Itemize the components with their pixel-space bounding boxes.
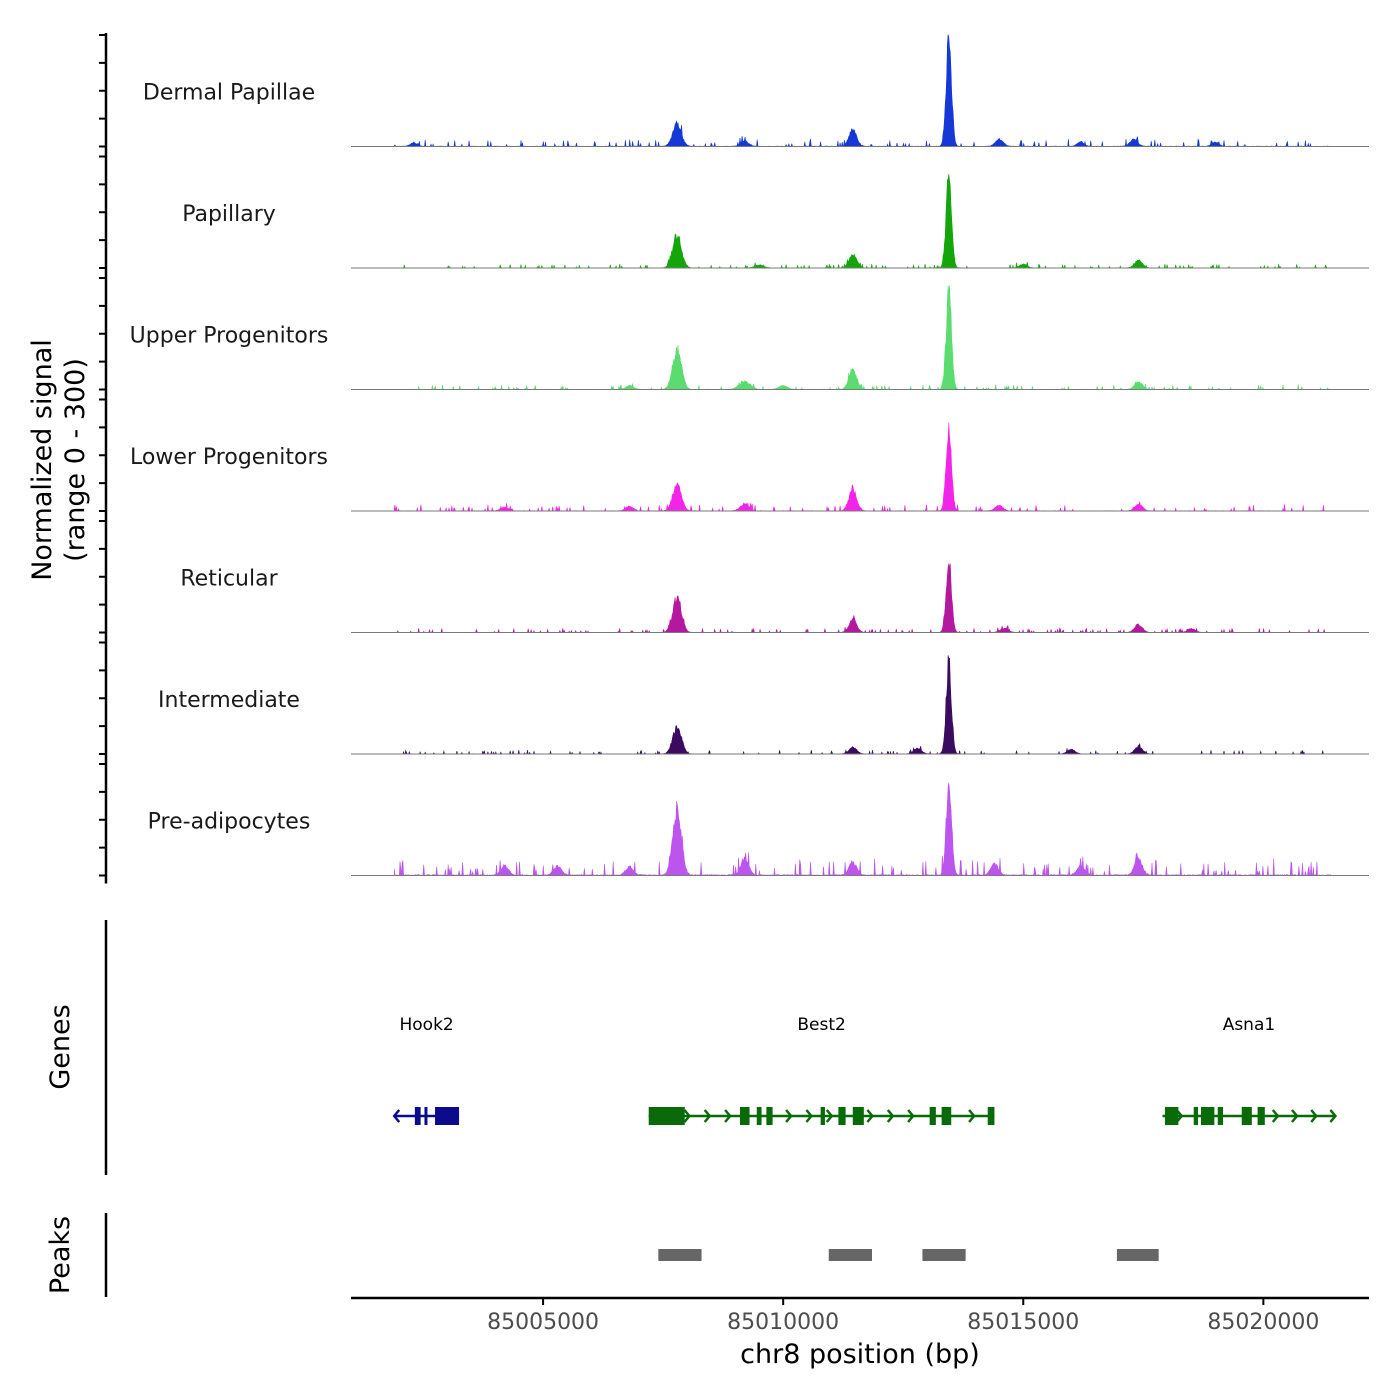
coverage-area: [393, 782, 1331, 877]
gene-exon: [1257, 1107, 1265, 1125]
gene-exon: [435, 1107, 460, 1125]
gene-exon: [1241, 1107, 1252, 1125]
track-upper-progenitors: Upper Progenitors: [130, 285, 1369, 391]
gene-exon: [852, 1107, 864, 1125]
peak-region: [922, 1249, 966, 1261]
x-axis-title: chr8 position (bp): [740, 1339, 980, 1370]
track-label: Lower Progenitors: [130, 445, 328, 470]
gene-exon: [1193, 1107, 1199, 1125]
signal-axis: [99, 33, 108, 884]
peaks-panel-title: Peaks: [45, 1216, 76, 1294]
gene-strand-arrow: [724, 1109, 732, 1123]
gene-strand-arrow: [805, 1109, 814, 1123]
track-lower-progenitors: Lower Progenitors: [130, 422, 1369, 512]
track-label: Intermediate: [158, 688, 300, 713]
gene-exon: [756, 1107, 762, 1125]
y-axis-title-line2: (range 0 - 300): [60, 358, 91, 562]
gene-best2: Best2: [648, 1015, 995, 1125]
y-axis-title-line1: Normalized signal: [27, 339, 58, 581]
gene-strand-arrow: [1175, 1109, 1184, 1123]
gene-strand-arrow: [825, 1109, 834, 1123]
gene-strand-arrow: [785, 1109, 793, 1123]
track-papillary: Papillary: [182, 174, 1369, 269]
gene-exon: [941, 1107, 952, 1125]
gene-strand-arrow: [968, 1109, 976, 1123]
gene-exon: [929, 1107, 936, 1125]
track-label: Pre-adipocytes: [148, 810, 311, 835]
track-label: Dermal Papillae: [143, 81, 315, 106]
x-tick-label: 85015000: [967, 1310, 1079, 1335]
gene-strand-arrow: [1271, 1109, 1280, 1123]
gene-hook2: Hook2: [392, 1015, 460, 1125]
peak-region: [1116, 1249, 1159, 1261]
gene-exon: [820, 1107, 825, 1125]
gene-label: Best2: [797, 1015, 845, 1035]
coverage-area: [393, 285, 1331, 391]
gene-strand-arrow: [866, 1109, 875, 1123]
gene-strand-arrow: [703, 1109, 712, 1123]
gene-asna1: Asna1: [1162, 1015, 1338, 1125]
peak-region: [828, 1249, 873, 1261]
gene-strand-arrow: [392, 1109, 401, 1123]
x-axis-ticks: 85005000 85010000 85015000 85020000: [487, 1298, 1319, 1335]
track-label: Papillary: [182, 202, 276, 227]
gene-strand-arrow: [683, 1109, 692, 1123]
x-tick-label: 85020000: [1207, 1310, 1319, 1335]
track-label: Reticular: [180, 567, 278, 592]
gene-exon: [739, 1107, 750, 1125]
gene-exon: [648, 1107, 685, 1125]
gene-exon: [424, 1107, 428, 1125]
coverage-area: [393, 34, 1331, 147]
track-label: Upper Progenitors: [130, 324, 329, 349]
gene-annotations: Hook2 Best2 Asna1: [392, 1015, 1338, 1125]
gene-strand-arrow: [1310, 1109, 1318, 1123]
peak-region: [658, 1249, 702, 1261]
coverage-area: [393, 655, 1331, 755]
peak-regions: [658, 1249, 1159, 1261]
gene-label: Hook2: [400, 1015, 454, 1035]
gene-strand-arrow: [907, 1109, 915, 1123]
coverage-area: [393, 422, 1331, 512]
gene-exon: [1200, 1107, 1215, 1125]
coverage-tracks: Dermal Papillae Papillary Upper Progenitor…: [130, 34, 1369, 877]
gene-exon: [987, 1107, 995, 1125]
genes-panel-title: Genes: [45, 1004, 76, 1089]
x-tick-label: 85005000: [487, 1310, 599, 1335]
y-axis-title: Normalized signal (range 0 - 300): [27, 339, 91, 581]
gene-exon: [1217, 1107, 1224, 1125]
track-reticular: Reticular: [180, 563, 1369, 634]
coverage-area: [393, 563, 1331, 634]
gene-exon: [766, 1107, 773, 1125]
gene-exon: [1164, 1107, 1179, 1125]
x-tick-label: 85010000: [727, 1310, 839, 1335]
track-pre-adipocytes: Pre-adipocytes: [148, 782, 1369, 877]
track-dermal-papillae: Dermal Papillae: [143, 34, 1369, 147]
coverage-area: [393, 174, 1331, 269]
gene-label: Asna1: [1223, 1015, 1276, 1035]
gene-strand-arrow: [886, 1109, 895, 1123]
gene-strand-arrow: [1291, 1109, 1299, 1123]
gene-strand-arrow: [1329, 1109, 1338, 1123]
gene-exon: [838, 1107, 846, 1125]
gene-exon: [414, 1107, 421, 1125]
track-intermediate: Intermediate: [158, 655, 1369, 755]
